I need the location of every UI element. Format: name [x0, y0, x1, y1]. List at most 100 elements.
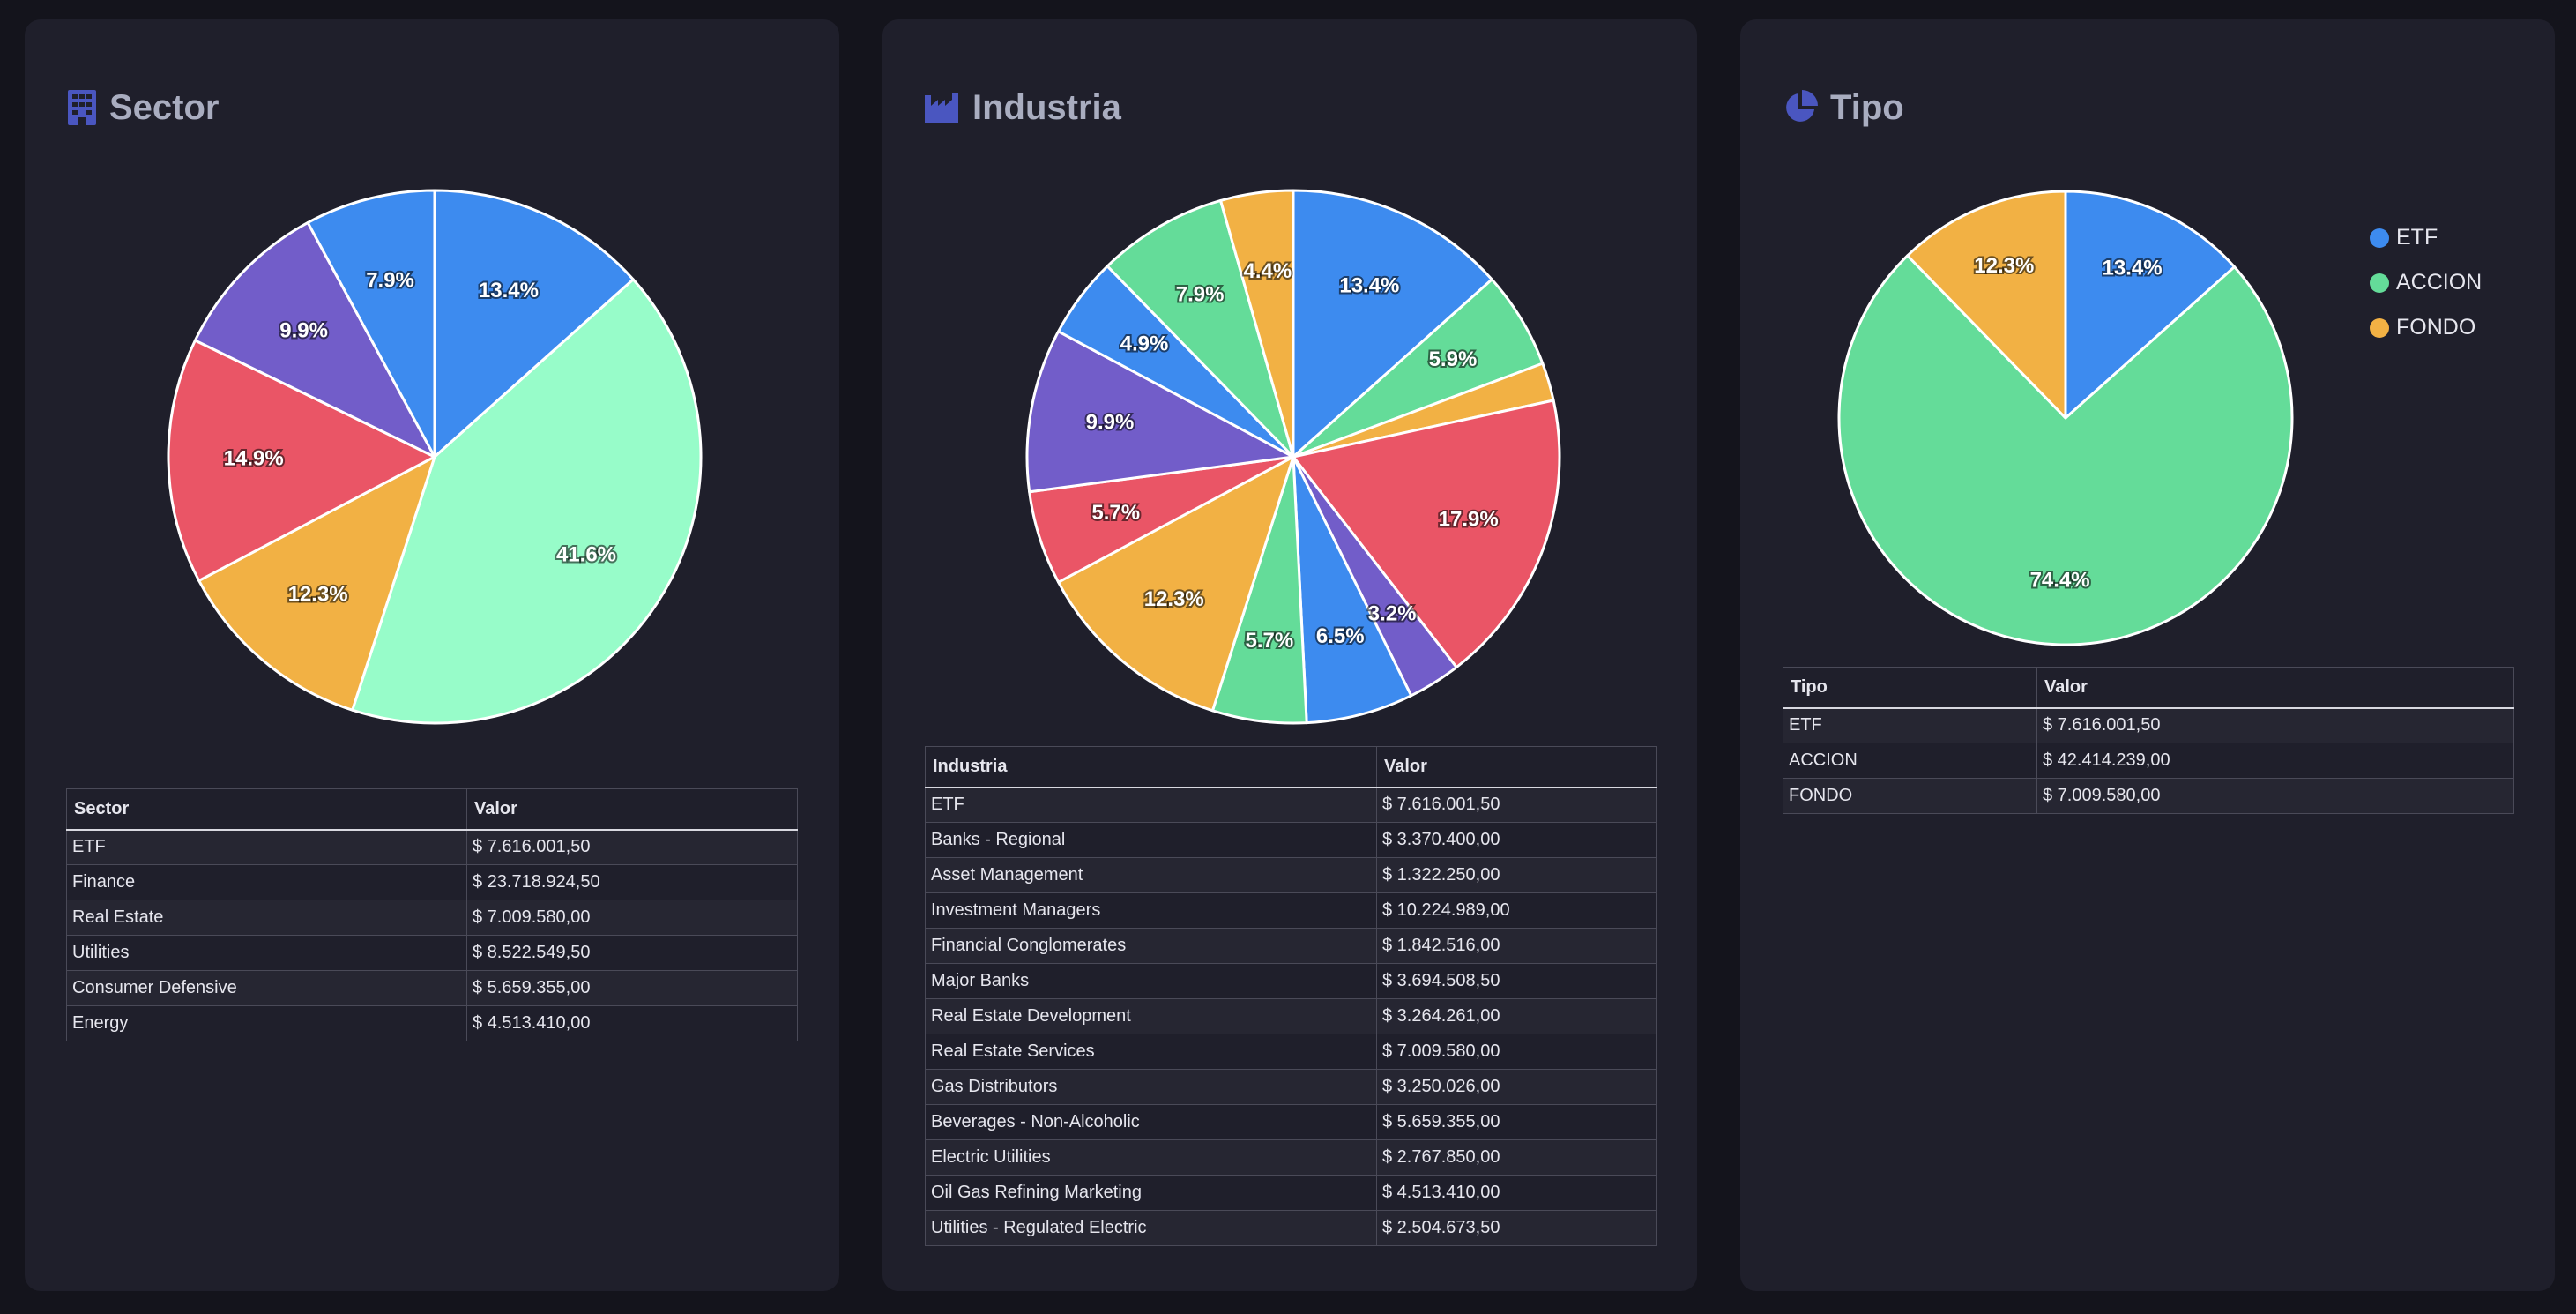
- pie-slice[interactable]: [433, 189, 635, 459]
- legend-item[interactable]: FONDO: [2370, 305, 2482, 350]
- industria-table: Industria Valor ETF $ 7.616.001,50 Banks -…: [925, 746, 1657, 1246]
- table-row: Major Banks $ 3.694.508,50: [925, 963, 1657, 999]
- pie-slice[interactable]: [1219, 189, 1295, 459]
- table-row: Oil Gas Refining Marketing $ 4.513.410,00: [925, 1175, 1657, 1211]
- industria-name-cell: Real Estate Development: [925, 998, 1377, 1034]
- valor-cell: $ 7.616.001,50: [466, 829, 798, 865]
- valor-cell: $ 1.322.250,00: [1376, 857, 1657, 893]
- pie-slice[interactable]: [1906, 190, 2067, 420]
- tipo-name-cell: ETF: [1783, 707, 2037, 743]
- pie-slice[interactable]: [1837, 254, 2294, 646]
- pie-slice[interactable]: [197, 455, 436, 712]
- slice-label: 12.3%: [288, 582, 348, 606]
- tipo-title: Tipo: [1830, 87, 1904, 127]
- valor-cell: $ 7.009.580,00: [466, 900, 798, 936]
- building-icon: [68, 90, 96, 125]
- slice-label: 9.9%: [279, 318, 328, 342]
- sector-table: Sector Valor ETF $ 7.616.001,50 Finance $ 2…: [66, 788, 798, 1041]
- valor-cell: $ 2.767.850,00: [1376, 1139, 1657, 1176]
- industria-name-cell: Major Banks: [925, 963, 1377, 999]
- slice-label: 5.7%: [1245, 629, 1293, 653]
- pie-slice[interactable]: [351, 278, 703, 725]
- table-row: Financial Conglomerates $ 1.842.516,00: [925, 928, 1657, 964]
- table-row: Energy $ 4.513.410,00: [66, 1005, 798, 1041]
- table-row: Finance $ 23.718.924,50: [66, 864, 798, 900]
- slice-label: 74.4%: [2030, 568, 2090, 592]
- pie-slice[interactable]: [1292, 189, 1493, 459]
- valor-cell: $ 1.842.516,00: [1376, 928, 1657, 964]
- legend-swatch: [2370, 317, 2389, 338]
- pie-slice[interactable]: [1292, 455, 1413, 725]
- table-row: Real Estate Services $ 7.009.580,00: [925, 1034, 1657, 1070]
- slice-label: 4.9%: [1120, 332, 1169, 355]
- valor-cell: $ 4.513.410,00: [466, 1005, 798, 1041]
- pie-chart-icon: [1786, 90, 1818, 122]
- tipo-col-header: Tipo: [1783, 667, 2037, 709]
- sector-name-cell: Finance: [66, 864, 467, 900]
- sector-pie-chart: 13.4% 41.6% 12.3% 14.9% 9.9% 7.9%: [167, 189, 703, 725]
- sector-name-cell: Energy: [66, 1005, 467, 1041]
- tipo-table: Tipo Valor ETF $ 7.616.001,50 ACCION $ 42.4…: [1783, 667, 2514, 814]
- industria-name-cell: Real Estate Services: [925, 1034, 1377, 1070]
- slice-label: 17.9%: [1439, 508, 1499, 532]
- valor-col-header: Valor: [1376, 746, 1657, 788]
- pie-slice[interactable]: [1292, 399, 1561, 669]
- valor-cell: $ 3.370.400,00: [1376, 822, 1657, 858]
- valor-cell: $ 7.009.580,00: [1376, 1034, 1657, 1070]
- sector-card: Sector 13.4% 41.6% 12.3% 14.9% 9.9% 7.9% Sect…: [25, 19, 839, 1291]
- pie-slice[interactable]: [1106, 198, 1295, 459]
- table-row: ACCION $ 42.414.239,00: [1783, 743, 2514, 779]
- valor-cell: $ 10.224.989,00: [1376, 892, 1657, 929]
- table-row: Utilities $ 8.522.549,50: [66, 935, 798, 971]
- valor-cell: $ 5.659.355,00: [466, 970, 798, 1006]
- table-row: Real Estate Development $ 3.264.261,00: [925, 998, 1657, 1034]
- table-row: Beverages - Non-Alcoholic $ 5.659.355,00: [925, 1104, 1657, 1140]
- slice-label: 6.5%: [1316, 624, 1365, 648]
- pie-slice[interactable]: [1057, 455, 1295, 713]
- valor-cell: $ 7.616.001,50: [2036, 707, 2514, 743]
- table-row: FONDO $ 7.009.580,00: [1783, 778, 2514, 814]
- legend-label: ETF: [2396, 225, 2438, 250]
- table-row: Asset Management $ 1.322.250,00: [925, 857, 1657, 893]
- tipo-header: Tipo: [1783, 81, 1904, 134]
- factory-icon: [925, 93, 958, 123]
- sector-header: Sector: [67, 81, 220, 134]
- table-row: Gas Distributors $ 3.250.026,00: [925, 1069, 1657, 1105]
- tipo-legend: ETF ACCION FONDO: [2370, 215, 2482, 350]
- tipo-name-cell: FONDO: [1783, 778, 2037, 814]
- pie-slice[interactable]: [167, 339, 436, 582]
- valor-col-header: Valor: [466, 788, 798, 831]
- industria-name-cell: Oil Gas Refining Marketing: [925, 1175, 1377, 1211]
- slice-label: 13.4%: [1339, 273, 1399, 297]
- slice-label: 13.4%: [2103, 256, 2163, 280]
- industria-name-cell: Banks - Regional: [925, 822, 1377, 858]
- pie-slice[interactable]: [306, 189, 436, 459]
- industria-card: Industria 13.4% 5.9% 17.9% 3.2% 6.5% 5.7% 12.3…: [882, 19, 1697, 1291]
- pie-slice[interactable]: [2064, 190, 2237, 420]
- valor-cell: $ 3.264.261,00: [1376, 998, 1657, 1034]
- slice-label: 3.2%: [1368, 602, 1417, 626]
- industria-name-cell: Beverages - Non-Alcoholic: [925, 1104, 1377, 1140]
- table-row: ETF $ 7.616.001,50: [1783, 707, 2514, 743]
- table-row: Banks - Regional $ 3.370.400,00: [925, 822, 1657, 858]
- slice-label: 7.9%: [366, 268, 414, 292]
- pie-slice[interactable]: [1025, 330, 1295, 494]
- valor-cell: $ 42.414.239,00: [2036, 743, 2514, 779]
- valor-cell: $ 7.009.580,00: [2036, 778, 2514, 814]
- industria-col-header: Industria: [925, 746, 1377, 788]
- valor-cell: $ 5.659.355,00: [1376, 1104, 1657, 1140]
- legend-label: FONDO: [2396, 315, 2476, 340]
- slice-label: 4.4%: [1244, 259, 1292, 283]
- tipo-pie-chart: 13.4% 74.4% 12.3%: [1837, 190, 2294, 646]
- industria-name-cell: Electric Utilities: [925, 1139, 1377, 1176]
- legend-item[interactable]: ETF: [2370, 215, 2482, 260]
- slice-label: 12.3%: [1974, 254, 2034, 278]
- slice-label: 14.9%: [224, 447, 284, 471]
- industria-header: Industria: [925, 81, 1121, 134]
- table-row: Real Estate $ 7.009.580,00: [66, 900, 798, 936]
- pie-slice[interactable]: [193, 220, 436, 459]
- slice-label: 5.7%: [1091, 501, 1140, 525]
- tipo-card: Tipo 13.4% 74.4% 12.3% ETF ACCION FONDO Tipo…: [1740, 19, 2555, 1291]
- legend-item[interactable]: ACCION: [2370, 260, 2482, 305]
- industria-name-cell: Utilities - Regulated Electric: [925, 1210, 1377, 1246]
